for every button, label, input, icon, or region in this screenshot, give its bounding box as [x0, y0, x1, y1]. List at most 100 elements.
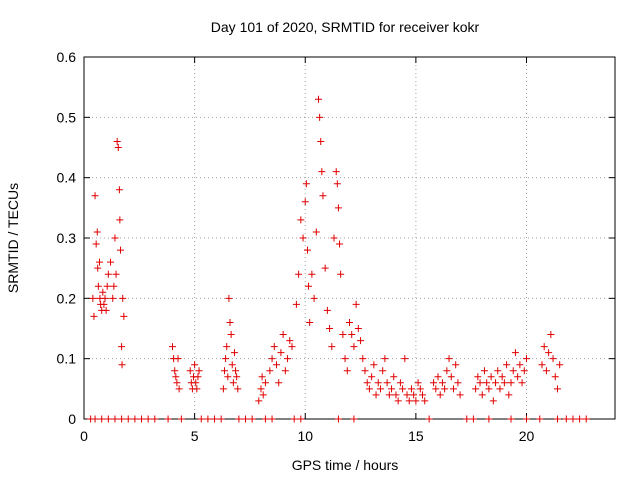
- data-point: [403, 391, 411, 399]
- y-tick-label: 0: [68, 411, 76, 427]
- data-point: [553, 415, 561, 423]
- data-point: [489, 397, 497, 405]
- data-point: [93, 228, 101, 236]
- data-point: [192, 379, 200, 387]
- data-point: [117, 246, 125, 254]
- data-point: [259, 391, 267, 399]
- data-point: [514, 373, 522, 381]
- plot-frame: [83, 56, 616, 420]
- data-point: [172, 373, 180, 381]
- data-point: [195, 367, 203, 375]
- data-point: [104, 415, 112, 423]
- data-point: [569, 415, 577, 423]
- data-point: [359, 355, 367, 363]
- data-point: [111, 234, 119, 242]
- data-point: [242, 415, 250, 423]
- data-point: [503, 361, 511, 369]
- series-srmtid: [87, 95, 590, 423]
- data-point: [301, 198, 309, 206]
- data-point: [306, 318, 314, 326]
- data-point: [485, 385, 493, 393]
- data-point: [487, 373, 495, 381]
- data-point: [302, 180, 310, 188]
- data-point: [368, 373, 376, 381]
- data-point: [361, 367, 369, 375]
- data-point: [233, 373, 241, 381]
- grid: [84, 57, 615, 419]
- data-point: [454, 379, 462, 387]
- data-point: [385, 391, 393, 399]
- data-point: [545, 349, 553, 357]
- data-point: [115, 186, 123, 194]
- x-tick-label: 20: [519, 428, 535, 444]
- data-point: [432, 385, 440, 393]
- data-point: [112, 270, 120, 278]
- data-point: [101, 294, 109, 302]
- data-point: [405, 397, 413, 405]
- data-point: [379, 367, 387, 375]
- data-point: [370, 361, 378, 369]
- data-point: [177, 415, 185, 423]
- data-point: [305, 282, 313, 290]
- data-point: [407, 385, 415, 393]
- data-point: [266, 367, 274, 375]
- data-point: [297, 216, 305, 224]
- data-point: [523, 415, 530, 423]
- data-point: [228, 361, 236, 369]
- data-point: [270, 343, 278, 351]
- data-point: [436, 391, 444, 399]
- data-point: [447, 373, 455, 381]
- data-point: [144, 415, 152, 423]
- data-point: [456, 391, 464, 399]
- y-axis-label: SRMTID / TECUs: [5, 183, 21, 293]
- data-point: [193, 385, 201, 393]
- data-point: [275, 379, 283, 387]
- data-point: [257, 385, 265, 393]
- data-point: [410, 391, 418, 399]
- data-point: [536, 415, 544, 423]
- data-point: [478, 391, 486, 399]
- data-point: [326, 325, 334, 332]
- data-point: [103, 282, 111, 290]
- data-point: [288, 343, 296, 351]
- data-point: [346, 318, 353, 326]
- data-point: [328, 343, 336, 351]
- data-point: [333, 180, 341, 188]
- data-point: [169, 343, 176, 351]
- data-point: [425, 415, 433, 423]
- data-point: [348, 331, 356, 339]
- data-point: [556, 361, 564, 369]
- data-point: [474, 373, 482, 381]
- data-point: [281, 367, 289, 375]
- data-point: [430, 379, 438, 387]
- data-point: [138, 415, 146, 423]
- data-point: [109, 294, 117, 302]
- data-point: [229, 379, 237, 387]
- data-point: [336, 240, 344, 248]
- data-point: [507, 379, 515, 387]
- data-point: [316, 113, 324, 121]
- data-point: [317, 137, 325, 145]
- data-point: [308, 270, 316, 278]
- x-axis-label: GPS time / hours: [292, 457, 399, 473]
- x-tick-label: 5: [191, 428, 199, 444]
- data-point: [341, 355, 349, 363]
- data-point: [174, 355, 182, 363]
- data-point: [434, 373, 442, 381]
- data-point: [98, 415, 106, 423]
- data-point: [381, 355, 389, 363]
- data-point: [310, 294, 318, 302]
- data-point: [224, 373, 232, 381]
- data-point: [90, 312, 98, 320]
- data-point: [551, 373, 559, 381]
- data-point: [220, 367, 228, 375]
- data-point: [290, 415, 298, 423]
- data-point: [334, 415, 342, 423]
- data-point: [518, 379, 526, 387]
- data-point: [91, 415, 99, 423]
- y-tick-label: 0.3: [57, 230, 77, 246]
- data-point: [365, 385, 373, 393]
- data-point: [151, 415, 159, 423]
- data-point: [104, 270, 112, 278]
